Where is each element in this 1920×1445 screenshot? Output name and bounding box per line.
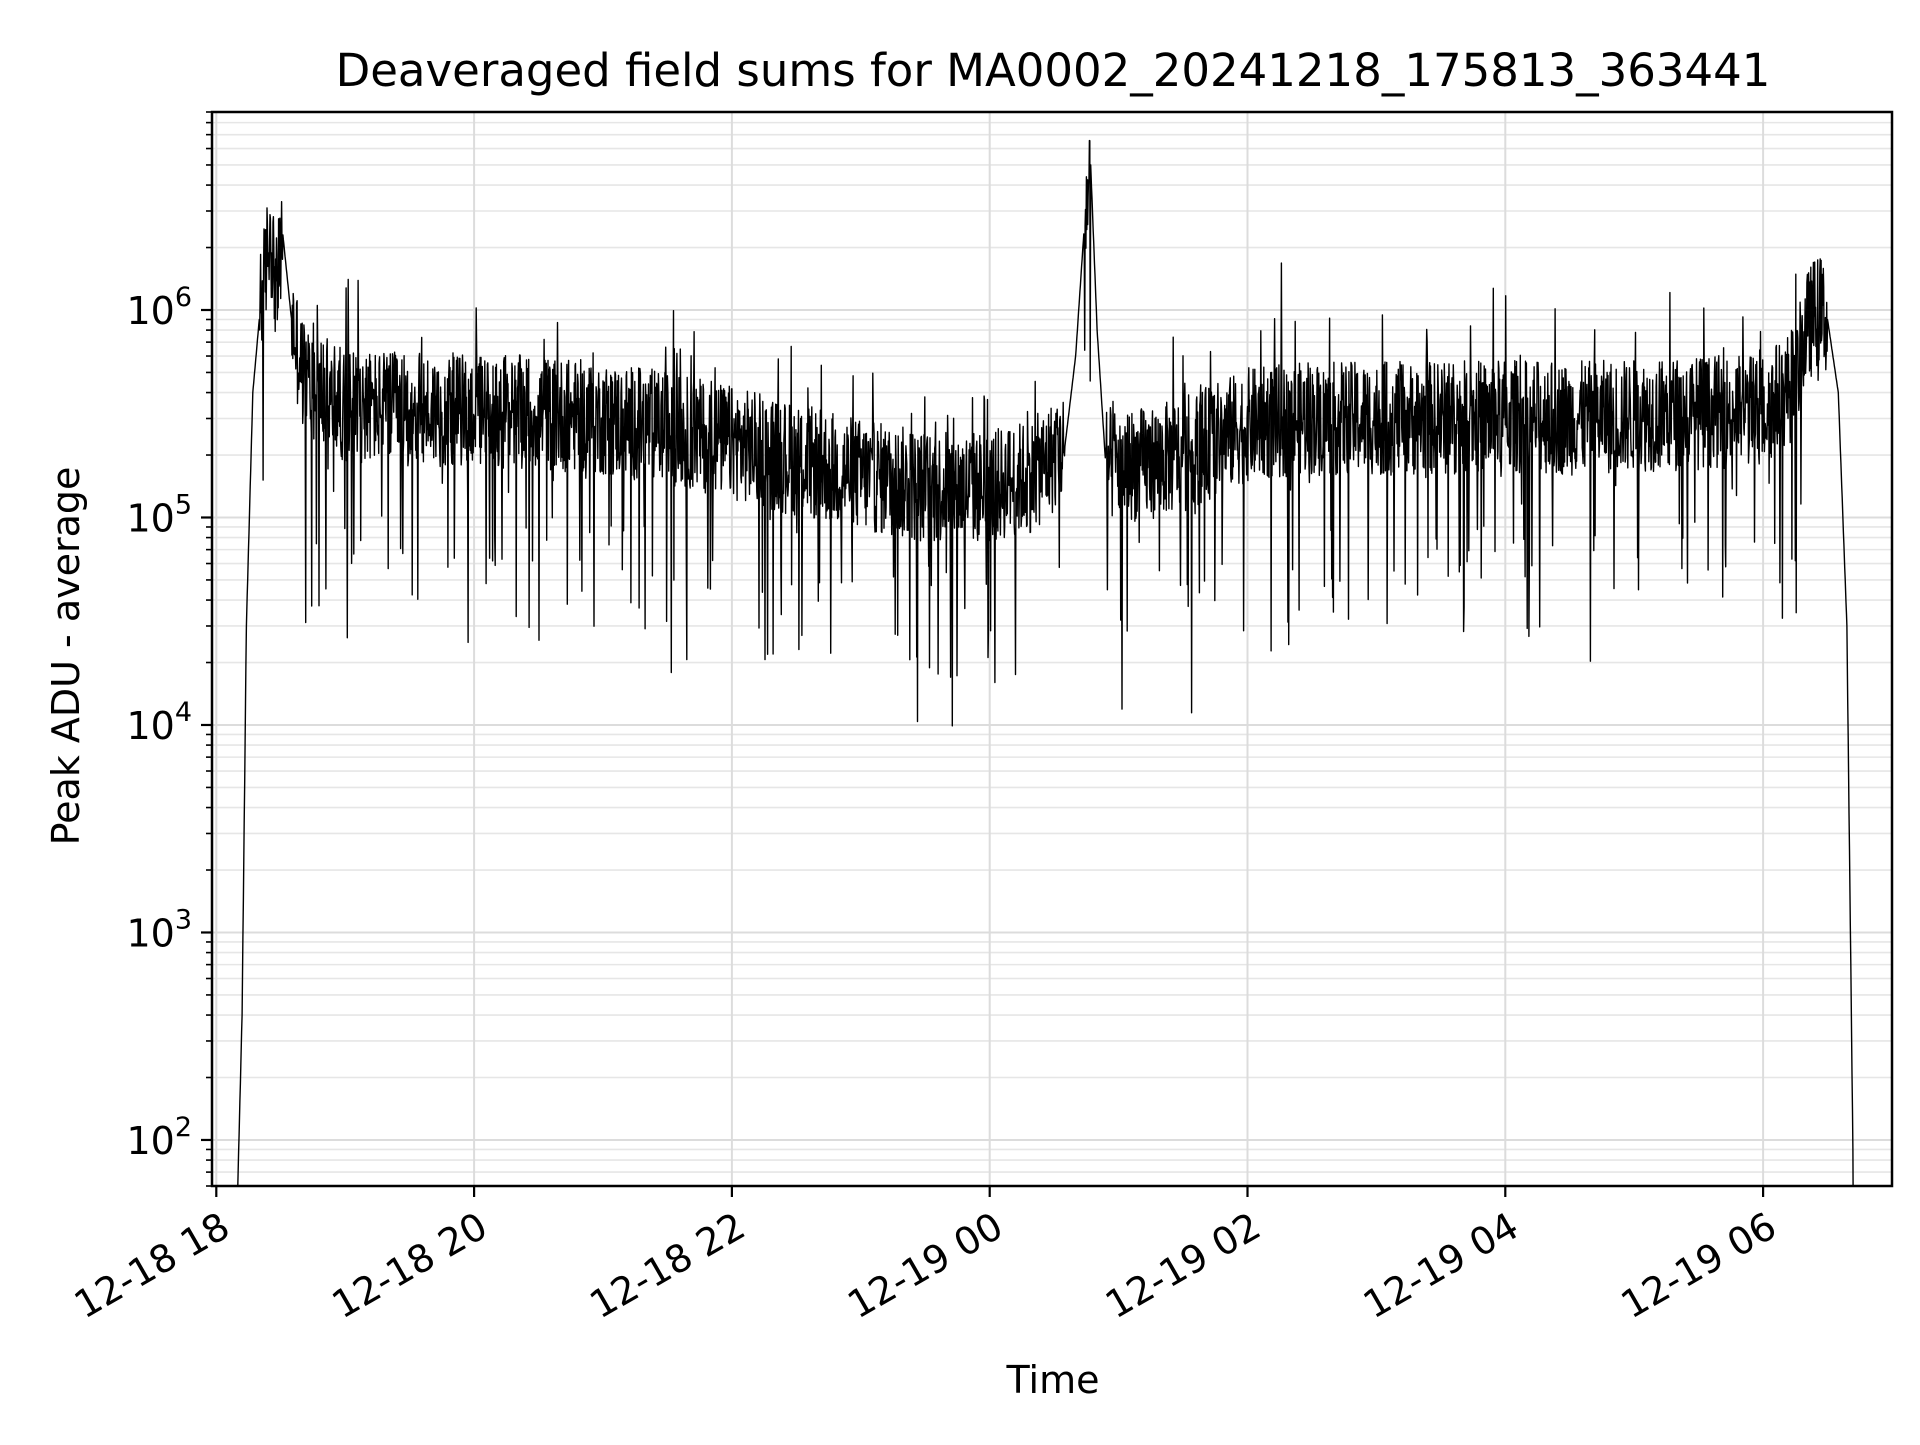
y-tick-exponent: 3 xyxy=(175,904,192,935)
plot-frame xyxy=(210,110,1894,1188)
y-tick-base: 10 xyxy=(126,289,174,333)
y-tick-base: 10 xyxy=(126,911,174,955)
y-tick-label: 106 xyxy=(126,282,192,333)
y-tick-label: 104 xyxy=(126,697,192,748)
y-tick-label: 105 xyxy=(126,489,192,540)
y-axis-label: Peak ADU - average xyxy=(44,467,88,846)
y-tick-label: 102 xyxy=(126,1112,192,1163)
y-tick-exponent: 5 xyxy=(175,489,192,520)
y-tick-exponent: 6 xyxy=(175,282,192,313)
y-tick-base: 10 xyxy=(126,704,174,748)
y-tick-base: 10 xyxy=(126,1119,174,1163)
y-tick-base: 10 xyxy=(126,496,174,540)
y-tick-exponent: 2 xyxy=(175,1112,192,1143)
x-axis-label: Time xyxy=(1006,1358,1100,1402)
y-tick-label: 103 xyxy=(126,904,192,955)
series-layer xyxy=(237,139,1854,1186)
series-line xyxy=(237,139,1854,1186)
major-grid xyxy=(212,112,1892,1186)
chart-title: Deaveraged field sums for MA0002_2024121… xyxy=(336,44,1771,97)
y-tick-exponent: 4 xyxy=(175,697,192,728)
